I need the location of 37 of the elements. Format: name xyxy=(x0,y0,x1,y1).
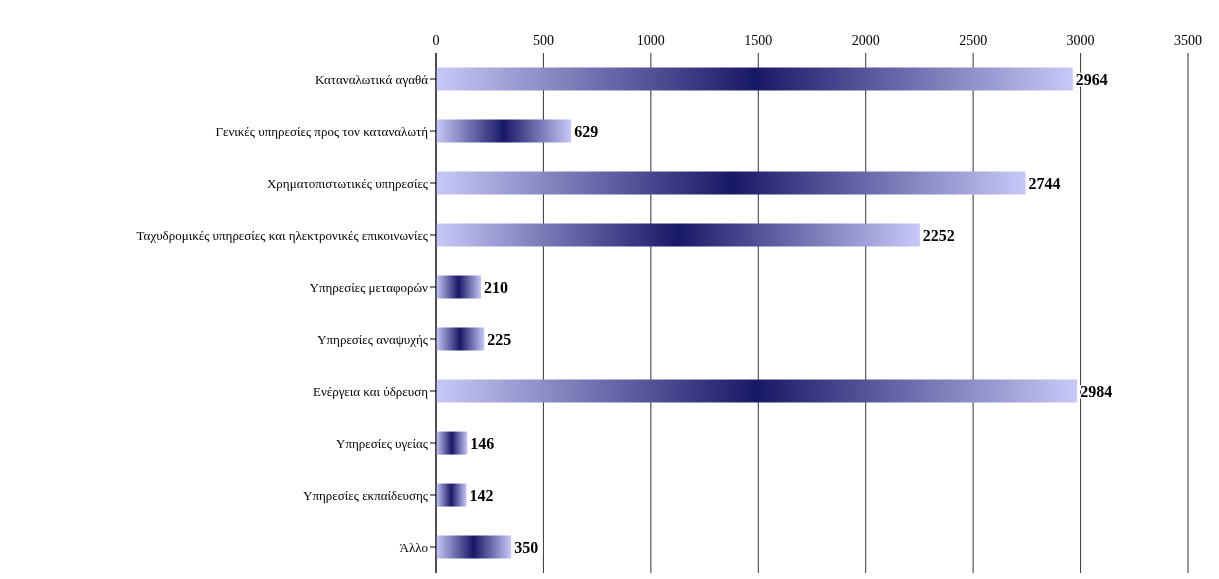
y-tick-label: Υπηρεσίες εκπαίδευσης xyxy=(303,487,429,503)
y-tick-label: Υπηρεσίες μεταφορών xyxy=(309,279,429,295)
data-label: 2984 xyxy=(1080,382,1113,400)
y-tick-label: Χρηματοπιστωτικές υπηρεσίες xyxy=(266,175,429,191)
y-tick-label: Γενικές υπηρεσίες προς τον καταναλωτή xyxy=(215,123,429,139)
data-label: 2744 xyxy=(1028,174,1061,192)
bar xyxy=(436,431,468,455)
bar xyxy=(436,223,920,247)
bar xyxy=(436,67,1073,91)
x-tick-label: 3500 xyxy=(1174,33,1202,48)
y-tick-label: Άλλο xyxy=(399,539,428,555)
data-label: 2252 xyxy=(922,226,955,244)
data-label: 629 xyxy=(574,122,599,140)
bar xyxy=(436,275,482,299)
bar xyxy=(436,379,1078,403)
x-tick-label: 2000 xyxy=(851,33,880,48)
x-tick-label: 1500 xyxy=(744,33,773,48)
bar xyxy=(436,327,485,351)
data-label: 210 xyxy=(484,278,509,296)
y-tick-label: Υπηρεσίες υγείας xyxy=(336,435,429,451)
data-label: 350 xyxy=(514,538,539,556)
y-tick-label: Ταχυδρομικές υπηρεσίες και ηλεκτρονικές επικοινωνίες xyxy=(136,227,429,243)
x-tick-label: 500 xyxy=(532,33,554,48)
x-tick-label: 0 xyxy=(432,33,440,48)
bar xyxy=(436,535,512,559)
bar xyxy=(436,119,572,143)
x-tick-label: 2500 xyxy=(959,33,988,48)
y-tick-label: Ενέργεια και ύδρευση xyxy=(312,383,429,399)
x-tick-label: 3000 xyxy=(1066,33,1095,48)
x-tick-label: 1000 xyxy=(636,33,665,48)
bar xyxy=(436,483,467,507)
y-tick-label: Υπηρεσίες αναψυχής xyxy=(317,331,429,347)
data-label: 225 xyxy=(487,330,512,348)
data-label: 142 xyxy=(469,486,494,504)
bar xyxy=(436,171,1026,195)
data-label: 146 xyxy=(470,434,495,452)
y-tick-label: Καταναλωτικά αγαθά xyxy=(315,71,429,87)
